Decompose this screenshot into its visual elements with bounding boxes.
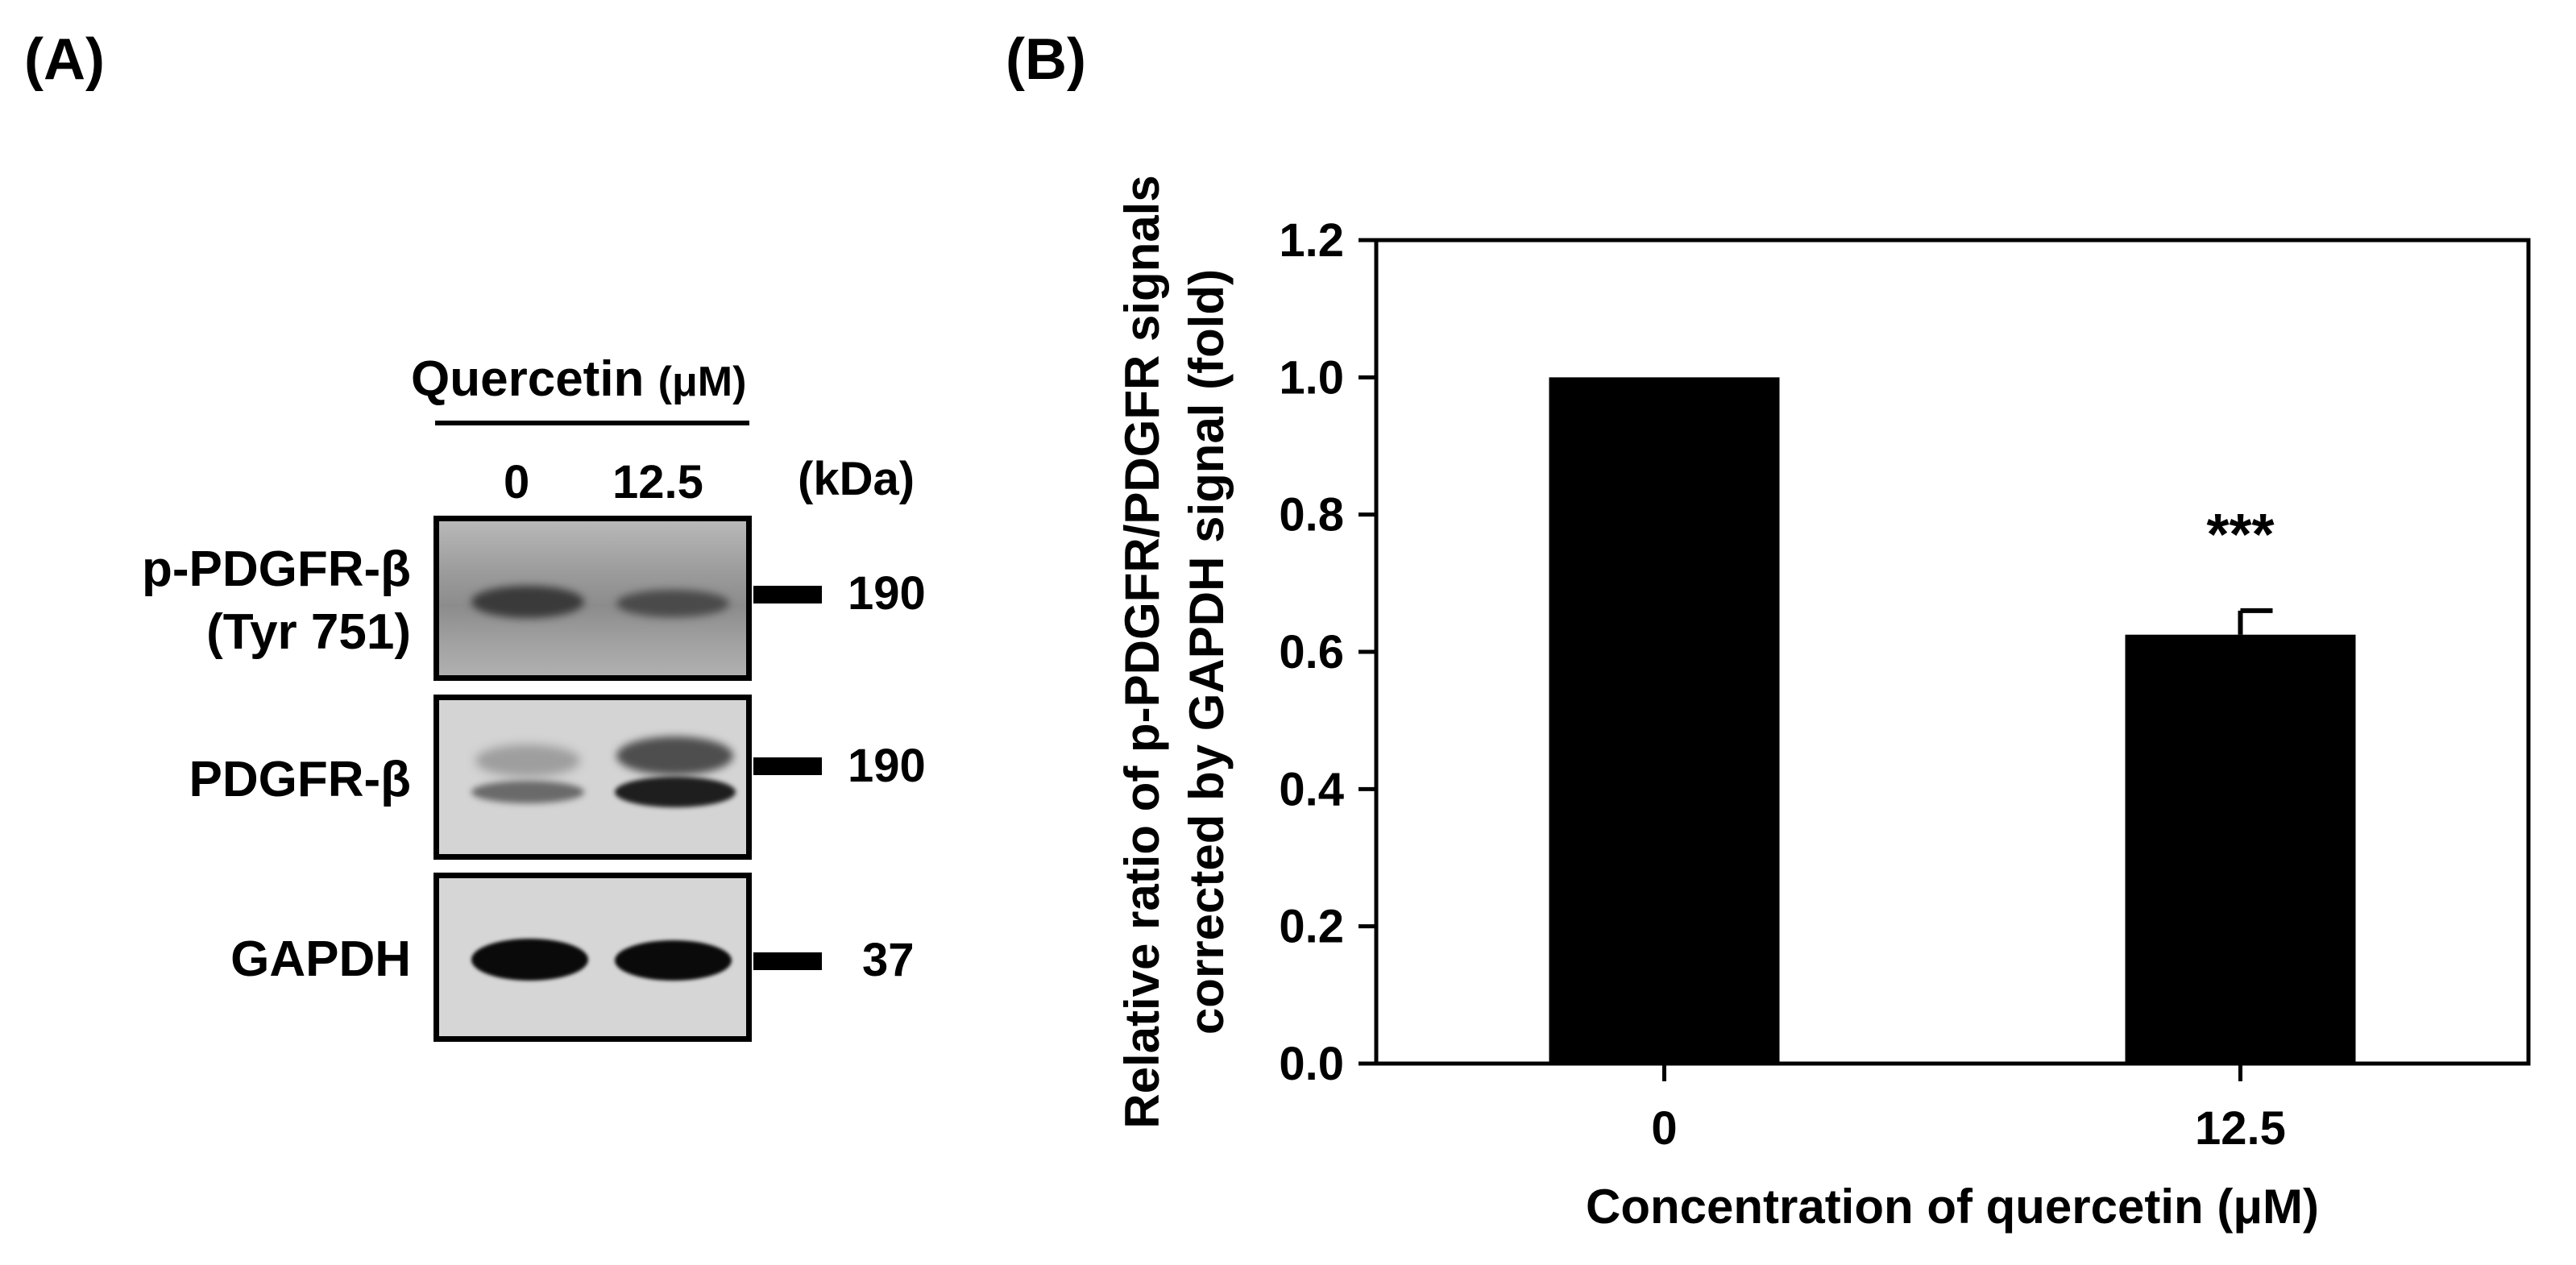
kda-header: (kDa) (798, 453, 915, 505)
blot-name-p-pdgfr-line2: (Tyr 751) (206, 603, 411, 660)
band-p-pdgfr-lane2 (616, 590, 729, 617)
treatment-unit: (μM) (657, 359, 747, 405)
blot-name-gapdh: GAPDH (230, 931, 411, 987)
x-axis-ticks: 0 12.5 (1651, 1064, 2286, 1155)
blot-image-gapdh (433, 873, 752, 1042)
blot-name-p-pdgfr: p-PDGFR-β (Tyr 751) (97, 538, 411, 663)
bar-12.5 (2125, 634, 2356, 1064)
band-pdgfr-lower-lane2 (615, 777, 736, 807)
y-tick-label: 0.4 (1279, 763, 1344, 815)
blot-name-pdgfr: PDGFR-β (189, 752, 412, 807)
size-marker-gapdh (753, 952, 822, 970)
x-tick-label: 12.5 (2195, 1102, 2286, 1155)
significance-annotation-12.5: *** (2206, 503, 2274, 567)
lane-label-12-5: 12.5 (612, 456, 703, 508)
y-axis-ticks: 0.0 0.2 0.4 0.6 0.8 1.0 1.2 (1279, 214, 1376, 1090)
treatment-underline (435, 421, 749, 425)
size-marker-pdgfr (753, 757, 822, 775)
x-axis-title: Concentration of quercetin (μM) (1586, 1180, 2319, 1234)
band-pdgfr-lower-lane1 (471, 781, 584, 803)
y-axis-title-line1: Relative ratio of p-PDGFR/PDGFR signals (1115, 175, 1169, 1129)
band-pdgfr-upper-lane1 (475, 744, 580, 777)
bar-0 (1549, 377, 1780, 1064)
y-tick-label: 0.6 (1279, 626, 1344, 678)
treatment-label: Quercetin (μM) (411, 355, 746, 404)
y-tick-label: 1.2 (1279, 214, 1344, 267)
band-gapdh-lane1 (471, 939, 588, 981)
y-tick-label: 0.8 (1279, 489, 1344, 541)
band-p-pdgfr-lane1 (471, 586, 584, 618)
bars: *** (1549, 377, 2356, 1064)
blot-image-pdgfr (433, 695, 752, 860)
y-tick-label: 0.0 (1279, 1038, 1344, 1090)
panel-b-label: (B) (1006, 27, 1086, 92)
band-pdgfr-upper-lane2 (616, 736, 733, 775)
size-marker-p-pdgfr (753, 586, 822, 603)
y-tick-label: 1.0 (1279, 351, 1344, 404)
band-gapdh-lane2 (615, 940, 732, 981)
treatment-name: Quercetin (411, 351, 645, 407)
y-tick-label: 0.2 (1279, 901, 1344, 953)
x-tick-label: 0 (1651, 1102, 1677, 1155)
panel-a-label: (A) (24, 27, 105, 92)
y-axis-title-line2: corrected by GAPDH signal (fold) (1180, 269, 1234, 1035)
blot-image-p-pdgfr (433, 516, 752, 681)
size-label-gapdh: 37 (862, 934, 915, 986)
lane-label-0: 0 (504, 456, 530, 508)
blot-name-p-pdgfr-line1: p-PDGFR-β (141, 541, 411, 597)
size-label-pdgfr: 190 (848, 740, 926, 792)
size-label-p-pdgfr: 190 (848, 567, 926, 620)
